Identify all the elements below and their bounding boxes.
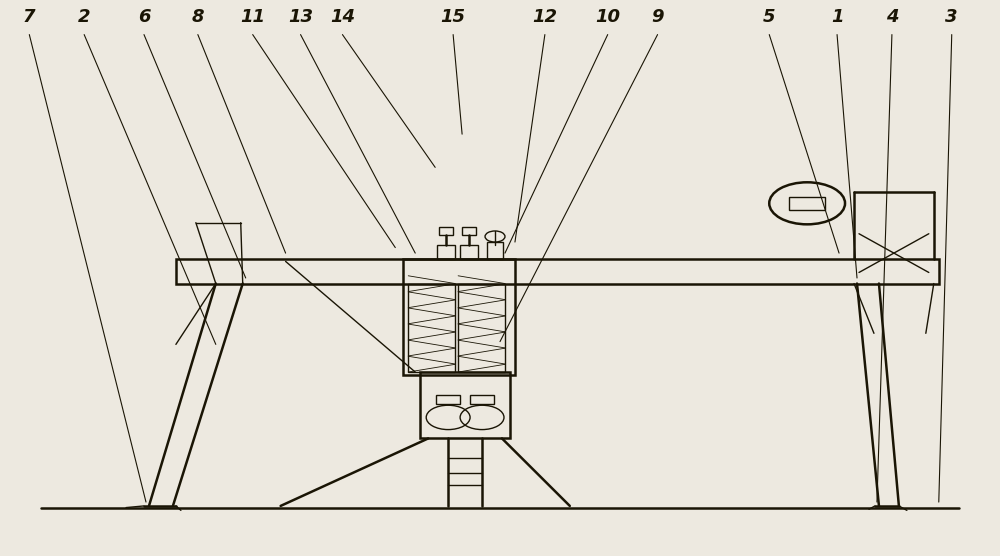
Text: 9: 9 bbox=[651, 8, 664, 26]
Text: 13: 13 bbox=[288, 8, 313, 26]
Text: 6: 6 bbox=[138, 8, 150, 26]
Bar bbox=[439, 226, 453, 235]
Bar bbox=[420, 372, 510, 439]
Bar bbox=[470, 395, 494, 404]
Text: 11: 11 bbox=[240, 8, 265, 26]
Bar bbox=[408, 284, 455, 372]
Bar bbox=[487, 242, 503, 259]
Bar bbox=[460, 245, 478, 259]
Bar bbox=[789, 197, 825, 210]
Text: 10: 10 bbox=[595, 8, 620, 26]
Text: 5: 5 bbox=[763, 8, 776, 26]
Text: 8: 8 bbox=[192, 8, 204, 26]
Text: 3: 3 bbox=[945, 8, 958, 26]
Bar bbox=[403, 259, 515, 375]
Bar bbox=[176, 259, 939, 284]
Text: 14: 14 bbox=[330, 8, 355, 26]
Bar bbox=[436, 395, 460, 404]
Text: 7: 7 bbox=[23, 8, 36, 26]
Text: 4: 4 bbox=[886, 8, 898, 26]
Text: 1: 1 bbox=[831, 8, 843, 26]
Bar bbox=[437, 245, 455, 259]
Text: 12: 12 bbox=[532, 8, 557, 26]
Text: 2: 2 bbox=[78, 8, 90, 26]
Text: 15: 15 bbox=[441, 8, 466, 26]
Bar bbox=[458, 284, 505, 372]
Bar bbox=[462, 226, 476, 235]
